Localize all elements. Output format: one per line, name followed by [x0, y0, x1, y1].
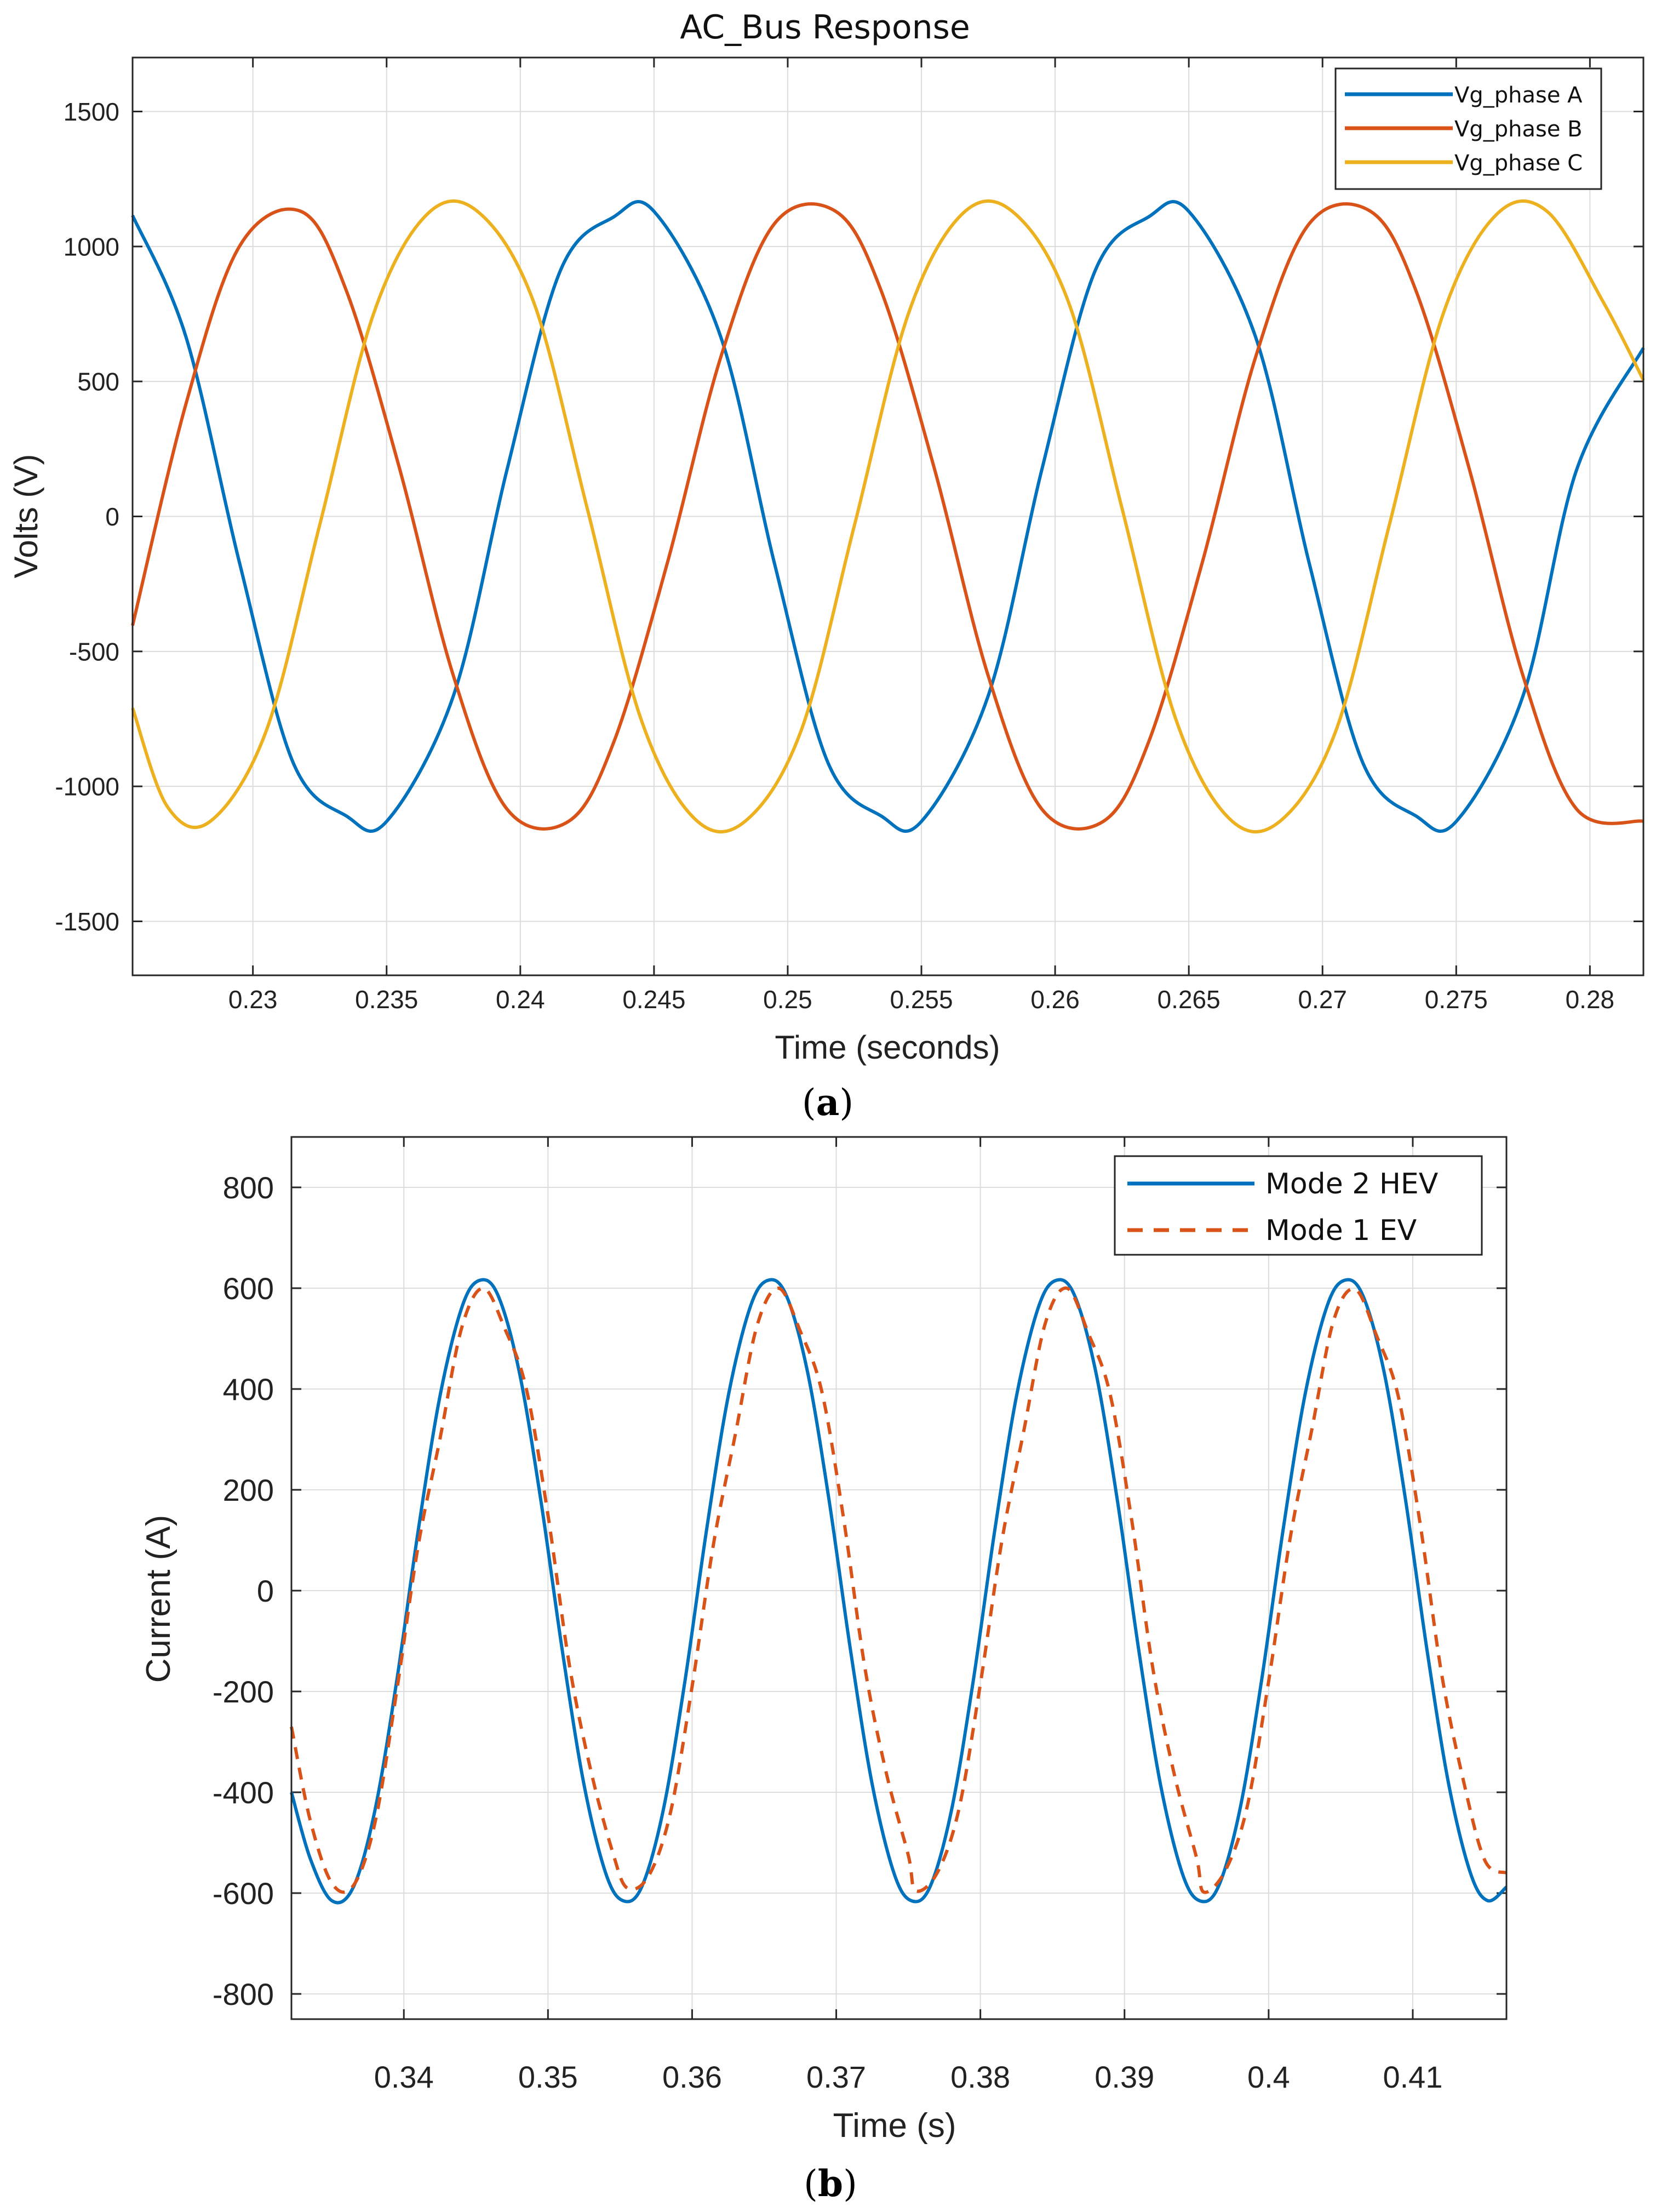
chart-a-x-tick-label: 0.28 — [1566, 985, 1615, 1014]
chart-a-y-tick-labels: -1500 -1000 -500 0 500 1000 1500 — [55, 98, 119, 936]
chart-a-x-tick-label: 0.25 — [763, 985, 812, 1014]
chart-b-x-tick-label: 0.38 — [950, 2060, 1010, 2094]
chart-a-x-tick-label: 0.245 — [622, 985, 685, 1014]
chart-a-title: AC_Bus Response — [680, 8, 970, 47]
chart-a-y-tick-label: -500 — [69, 637, 119, 666]
chart-a-y-tick-label: -1500 — [55, 907, 119, 936]
chart-b-legend: Mode 2 HEV Mode 1 EV — [1114, 1155, 1483, 1256]
chart-a-y-tick-label: 1500 — [64, 98, 119, 126]
chart-a-x-axis-label: Time (seconds) — [775, 1029, 1000, 1066]
chart-b-x-tick-label: 0.39 — [1095, 2060, 1154, 2094]
chart-a-x-tick-label: 0.24 — [496, 985, 545, 1014]
chart-b-legend-label-mode1: Mode 1 EV — [1265, 1214, 1417, 1247]
chart-b-y-tick-label: 600 — [223, 1271, 274, 1306]
chart-a-x-tick-label: 0.27 — [1298, 985, 1347, 1014]
chart-b-x-tick-label: 0.34 — [374, 2060, 434, 2094]
chart-a-x-tick-label: 0.275 — [1425, 985, 1488, 1014]
chart-a-x-tick-label: 0.23 — [228, 985, 278, 1014]
chart-a-y-tick-label: -1000 — [55, 773, 119, 801]
chart-b-plot-frame — [290, 1136, 1508, 2020]
chart-a-y-tick-label: 500 — [77, 368, 119, 396]
chart-a-legend-label-phase-c: Vg_phase C — [1454, 151, 1583, 176]
chart-a-series-line-2 — [131, 202, 1644, 831]
chart-b-plot-area — [291, 1137, 1506, 2019]
chart-b-y-tick-label: 800 — [223, 1170, 274, 1205]
chart-b-legend-label-mode2: Mode 2 HEV — [1265, 1168, 1439, 1201]
chart-a-x-tick-labels: 0.23 0.235 0.24 0.245 0.25 0.255 0.26 0.265 0.27… — [228, 985, 1614, 1014]
chart-b-legend-box — [1114, 1155, 1483, 1256]
chart-a-legend: Vg_phase A Vg_phase B Vg_phase C — [1334, 67, 1602, 190]
chart-a-y-axis-label: Volts (V) — [8, 454, 44, 579]
chart-b-x-tick-label: 0.36 — [662, 2060, 722, 2094]
chart-a-series — [131, 199, 1645, 834]
chart-b-y-tick-label: 200 — [223, 1473, 274, 1507]
chart-a-legend-label-phase-b: Vg_phase B — [1454, 117, 1583, 142]
chart-b-y-tick-label: -200 — [213, 1674, 274, 1709]
chart-a-series-line-1 — [131, 200, 1645, 833]
chart-b-x-tick-label: 0.35 — [518, 2060, 578, 2094]
caption-b: (b) — [804, 2162, 857, 2205]
chart-b-x-axis-label: Time (s) — [833, 2107, 956, 2145]
chart-b-y-tick-label: 400 — [223, 1372, 274, 1407]
chart-a-plot-frame — [131, 56, 1644, 976]
chart-a-x-tick-label: 0.255 — [890, 985, 953, 1014]
chart-b-series-line-1 — [290, 1278, 1508, 1905]
chart-a-x-tick-label: 0.265 — [1158, 985, 1220, 1014]
chart-a-legend-label-phase-a: Vg_phase A — [1454, 83, 1583, 108]
chart-b-y-tick-label: -400 — [213, 1775, 274, 1810]
chart-b-series-line-2 — [290, 1286, 1508, 1894]
chart-b-x-tick-labels: 0.34 0.35 0.36 0.37 0.38 0.39 0.4 0.41 — [374, 2060, 1443, 2094]
chart-b-y-tick-label: -800 — [213, 1977, 274, 2011]
chart-b-x-tick-label: 0.4 — [1247, 2060, 1290, 2094]
chart-b: 0.34 0.35 0.36 0.37 0.38 0.39 0.4 0.41 -800 -600… — [140, 1136, 1508, 2205]
chart-b-y-axis-label: Current (A) — [140, 1515, 177, 1683]
chart-b-x-tick-label: 0.41 — [1383, 2060, 1442, 2094]
caption-b-letter: b — [818, 2162, 843, 2205]
chart-a-x-tick-label: 0.235 — [355, 985, 418, 1014]
chart-a-y-tick-label: 0 — [105, 502, 119, 531]
chart-a: AC_Bus Response 0.23 0.235 0.24 0.245 0.25 0.… — [8, 8, 1645, 1124]
caption-a-letter: a — [816, 1081, 840, 1124]
chart-a-series-line-3 — [131, 199, 1645, 834]
chart-b-x-tick-label: 0.37 — [806, 2060, 866, 2094]
chart-b-y-tick-label: -600 — [213, 1876, 274, 1911]
chart-a-x-tick-label: 0.26 — [1030, 985, 1080, 1014]
chart-b-y-tick-labels: -800 -600 -400 -200 0 200 400 600 800 — [213, 1170, 274, 2011]
chart-b-series — [290, 1278, 1508, 1905]
chart-b-y-tick-label: 0 — [257, 1574, 274, 1608]
chart-a-y-tick-label: 1000 — [64, 232, 119, 261]
caption-a: (a) — [802, 1081, 853, 1124]
